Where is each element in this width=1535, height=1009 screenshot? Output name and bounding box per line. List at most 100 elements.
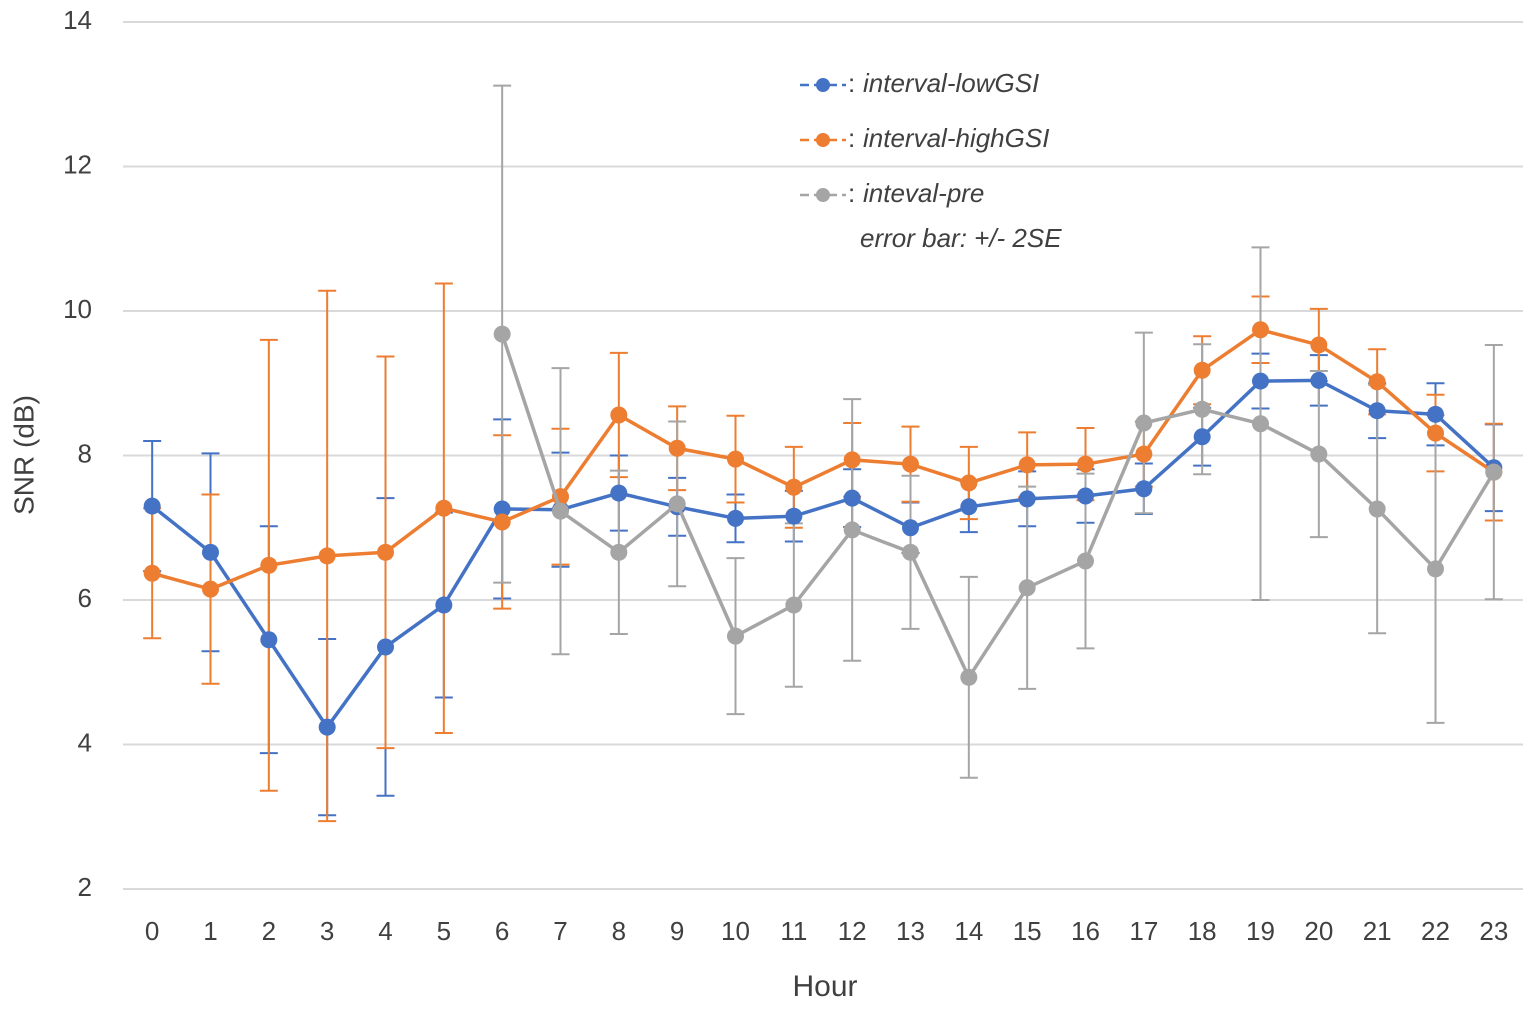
x-tick-label: 8 <box>612 916 626 946</box>
x-tick-label: 18 <box>1188 916 1217 946</box>
marker <box>1077 552 1094 570</box>
marker <box>493 513 511 531</box>
marker <box>610 543 628 561</box>
marker <box>668 439 686 457</box>
legend-label: inteval-pre <box>863 178 984 208</box>
y-tick-label: 14 <box>63 5 92 35</box>
y-tick-label: 6 <box>78 583 92 613</box>
marker <box>260 556 278 574</box>
marker <box>552 502 569 520</box>
x-tick-label: 23 <box>1479 916 1508 946</box>
marker <box>1018 456 1036 474</box>
x-tick-label: 15 <box>1013 916 1042 946</box>
marker <box>843 451 861 469</box>
x-tick-label: 22 <box>1421 916 1450 946</box>
series-line <box>151 378 1496 731</box>
legend-marker <box>816 78 830 92</box>
legend-marker <box>816 188 830 202</box>
x-tick-label: 5 <box>437 916 451 946</box>
x-tick-label: 21 <box>1363 916 1392 946</box>
x-tick-label: 17 <box>1129 916 1158 946</box>
x-axis-label: Hour <box>792 970 857 1003</box>
marker <box>1252 415 1269 433</box>
marker <box>785 478 803 496</box>
marker <box>493 325 511 343</box>
marker <box>435 499 453 517</box>
x-tick-label: 2 <box>262 916 276 946</box>
marker <box>1018 490 1036 508</box>
marker <box>1368 500 1386 518</box>
y-tick-label: 10 <box>63 294 92 324</box>
marker <box>318 718 336 736</box>
marker <box>202 580 219 598</box>
marker <box>610 406 628 424</box>
marker <box>377 638 394 656</box>
x-tick-label: 3 <box>320 916 334 946</box>
marker <box>435 596 453 614</box>
x-tick-label: 9 <box>670 916 684 946</box>
marker <box>1135 445 1153 463</box>
marker <box>1368 402 1386 420</box>
y-tick-label: 12 <box>63 149 92 179</box>
marker <box>727 509 744 527</box>
x-tick-label: 1 <box>203 916 217 946</box>
marker <box>902 543 919 561</box>
y-tick-label: 2 <box>78 872 92 902</box>
marker <box>1427 560 1444 578</box>
marker <box>202 543 219 561</box>
x-tick-label: 11 <box>780 916 807 946</box>
marker <box>902 519 919 537</box>
legend-label: interval-highGSI <box>863 123 1049 153</box>
x-tick-label: 14 <box>954 916 983 946</box>
annotation: error bar: +/- 2SE <box>860 223 1062 253</box>
y-axis-label: SNR (dB) <box>8 395 39 515</box>
marker <box>1135 480 1153 498</box>
marker <box>960 474 978 492</box>
marker <box>260 631 278 649</box>
marker <box>843 521 861 539</box>
x-tick-label: 20 <box>1304 916 1333 946</box>
x-tick-label: 10 <box>721 916 750 946</box>
x-tick-label: 12 <box>838 916 867 946</box>
marker <box>785 507 803 525</box>
marker <box>1193 361 1211 379</box>
legend-marker <box>816 133 830 147</box>
marker <box>1193 400 1211 418</box>
marker <box>1368 373 1386 391</box>
marker <box>1077 487 1094 505</box>
marker <box>960 668 978 686</box>
series-line <box>151 327 1495 592</box>
marker <box>785 596 803 614</box>
x-tick-label: 0 <box>145 916 159 946</box>
marker <box>668 495 686 513</box>
marker <box>143 497 161 515</box>
legend-label: interval-lowGSI <box>863 68 1039 98</box>
marker <box>1310 445 1328 463</box>
marker <box>902 455 919 473</box>
marker <box>843 489 861 507</box>
marker <box>727 627 744 645</box>
legend-separator: : <box>848 68 855 98</box>
marker <box>1252 372 1269 390</box>
x-tick-label: 19 <box>1246 916 1275 946</box>
marker <box>1018 579 1036 597</box>
marker <box>960 498 978 516</box>
x-tick-label: 7 <box>553 916 567 946</box>
x-tick-label: 4 <box>378 916 392 946</box>
marker <box>727 450 744 468</box>
marker <box>1310 336 1328 354</box>
marker <box>1077 455 1094 473</box>
marker <box>1485 463 1503 481</box>
marker <box>1193 428 1211 446</box>
marker <box>493 500 511 518</box>
y-tick-label: 8 <box>78 438 92 468</box>
marker <box>377 543 394 561</box>
marker <box>1427 405 1444 423</box>
x-tick-label: 6 <box>495 916 509 946</box>
marker <box>318 547 336 565</box>
x-tick-label: 16 <box>1071 916 1100 946</box>
series-line <box>500 333 1496 681</box>
marker <box>610 484 628 502</box>
legend-separator: : <box>848 178 855 208</box>
